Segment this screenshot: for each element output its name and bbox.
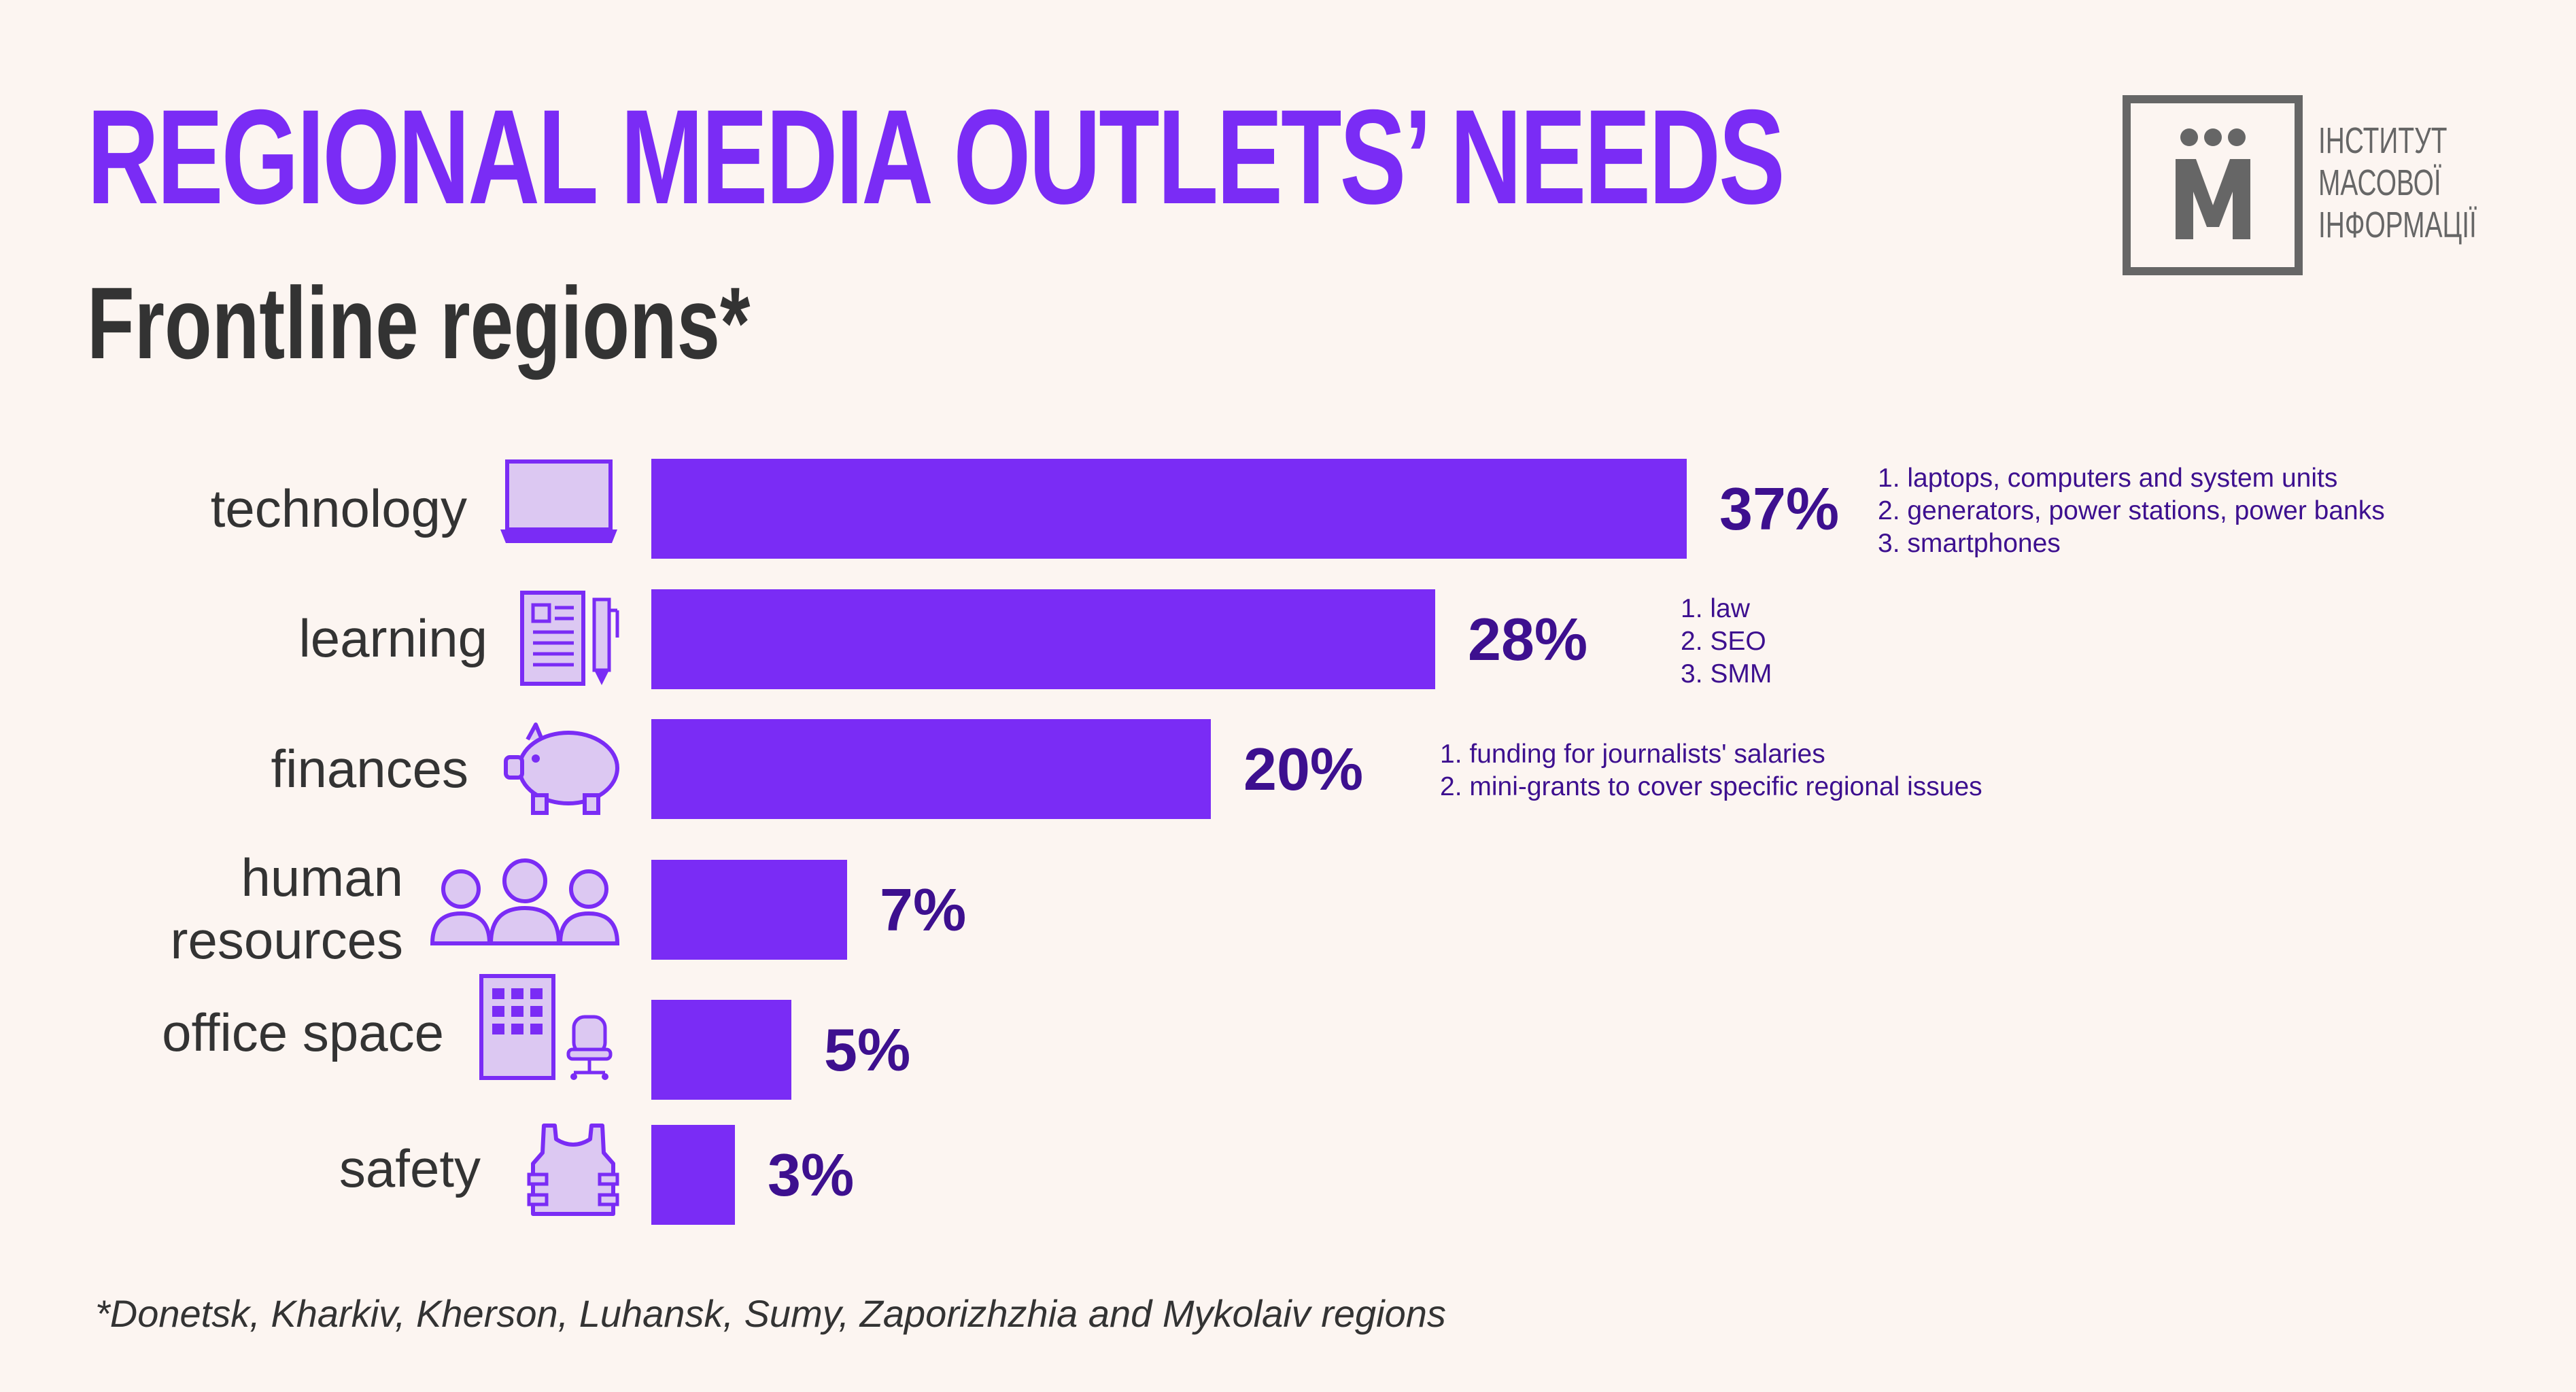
logo-line: ІНСТИТУТ: [2318, 120, 2448, 161]
logo-mark-icon: [2176, 128, 2250, 239]
category-label-finances: finances: [271, 739, 468, 799]
category-label-learning: learning: [298, 608, 487, 668]
page-subtitle: Frontline regions*: [87, 266, 751, 380]
document-pen-icon: [520, 591, 619, 686]
value-label-technology: 37%: [1719, 475, 1840, 542]
detail-item: 2. mini-grants to cover specific regiona…: [1440, 772, 1982, 801]
people-icon: [430, 858, 620, 945]
logo-line: МАСОВОЇ: [2318, 162, 2441, 203]
category-label-technology: technology: [210, 478, 467, 538]
laptop-icon: [500, 459, 617, 543]
detail-item: 2. SEO: [1681, 627, 1766, 656]
logo-line: ІНФОРМАЦІЇ: [2318, 205, 2477, 245]
bar-learning: [651, 589, 1435, 689]
category-label-human-resources: human resources: [170, 848, 403, 970]
detail-item: 1. funding for journalists' salaries: [1440, 740, 1825, 769]
detail-item: 1. laptops, computers and system units: [1878, 464, 2338, 493]
details-list-technology: 1. laptops, computers and system units 2…: [1878, 462, 2385, 560]
value-label-safety: 3%: [768, 1141, 855, 1208]
bar-human-resources: [651, 860, 847, 960]
bar-finances: [651, 719, 1211, 819]
value-label-learning: 28%: [1468, 606, 1588, 673]
value-label-office-space: 5%: [824, 1016, 911, 1083]
footnote: *Donetsk, Kharkiv, Kherson, Luhansk, Sum…: [95, 1292, 1446, 1335]
details-list-finances: 1. funding for journalists' salaries 2. …: [1440, 738, 1982, 803]
details-list-learning: 1. law 2. SEO 3. SMM: [1681, 593, 1772, 691]
detail-item: 1. law: [1681, 594, 1750, 623]
page-title: REGIONAL MEDIA OUTLETS’ NEEDS: [87, 82, 1785, 232]
detail-item: 3. smartphones: [1878, 529, 2061, 558]
bar-safety: [651, 1125, 735, 1225]
bar-office-space: [651, 1000, 791, 1100]
detail-item: 2. generators, power stations, power ban…: [1878, 496, 2385, 525]
category-label-office-space: office space: [162, 1003, 444, 1062]
institute-name: ІНСТИТУТ МАСОВОЇ ІНФОРМАЦІЇ: [2318, 120, 2477, 246]
office-building-chair-icon: [479, 974, 613, 1080]
value-label-human-resources: 7%: [880, 876, 967, 943]
body-armor-icon: [527, 1124, 619, 1216]
value-label-finances: 20%: [1243, 735, 1364, 803]
piggy-bank-icon: [504, 723, 619, 815]
bar-technology: [651, 459, 1687, 559]
detail-item: 3. SMM: [1681, 659, 1772, 689]
institute-logo: [2123, 95, 2303, 275]
category-label-safety: safety: [339, 1138, 481, 1198]
